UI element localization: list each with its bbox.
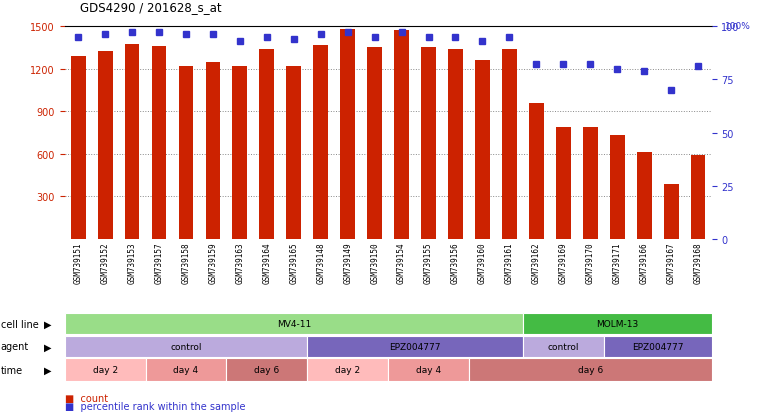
- Bar: [523, 313, 712, 335]
- Bar: [603, 336, 712, 357]
- Bar: [307, 336, 523, 357]
- Text: control: control: [170, 342, 202, 351]
- Text: GSM739171: GSM739171: [613, 242, 622, 283]
- Bar: [286, 67, 301, 240]
- Text: ▶: ▶: [44, 319, 52, 329]
- Text: GSM739166: GSM739166: [640, 242, 648, 283]
- Bar: [502, 50, 517, 240]
- Text: day 2: day 2: [335, 365, 360, 374]
- Text: day 6: day 6: [578, 365, 603, 374]
- Text: EPZ004777: EPZ004777: [632, 342, 683, 351]
- Text: GSM739160: GSM739160: [478, 242, 487, 283]
- Bar: [205, 63, 221, 240]
- Bar: [125, 45, 139, 240]
- Bar: [307, 358, 388, 381]
- Text: GSM739148: GSM739148: [317, 242, 325, 283]
- Text: GSM739157: GSM739157: [154, 242, 164, 283]
- Text: GSM739154: GSM739154: [397, 242, 406, 283]
- Text: GSM739164: GSM739164: [263, 242, 272, 283]
- Text: GSM739165: GSM739165: [289, 242, 298, 283]
- Text: day 4: day 4: [174, 365, 199, 374]
- Bar: [475, 61, 490, 240]
- Bar: [610, 136, 625, 240]
- Bar: [97, 52, 113, 240]
- Text: GSM739162: GSM739162: [532, 242, 541, 283]
- Text: EPZ004777: EPZ004777: [390, 342, 441, 351]
- Bar: [65, 313, 523, 335]
- Bar: [65, 336, 307, 357]
- Bar: [71, 57, 85, 240]
- Text: GSM739167: GSM739167: [667, 242, 676, 283]
- Text: GDS4290 / 201628_s_at: GDS4290 / 201628_s_at: [80, 2, 221, 14]
- Text: ▶: ▶: [44, 342, 52, 351]
- Text: GSM739151: GSM739151: [74, 242, 83, 283]
- Bar: [556, 128, 571, 240]
- Text: GSM739168: GSM739168: [693, 242, 702, 283]
- Text: GSM739153: GSM739153: [128, 242, 136, 283]
- Text: GSM739159: GSM739159: [209, 242, 218, 283]
- Text: control: control: [548, 342, 579, 351]
- Bar: [388, 358, 469, 381]
- Bar: [583, 128, 597, 240]
- Text: GSM739163: GSM739163: [235, 242, 244, 283]
- Bar: [448, 50, 463, 240]
- Text: GSM739161: GSM739161: [505, 242, 514, 283]
- Text: day 4: day 4: [416, 365, 441, 374]
- Text: MV4-11: MV4-11: [277, 319, 311, 328]
- Text: day 2: day 2: [93, 365, 118, 374]
- Bar: [227, 358, 307, 381]
- Bar: [637, 153, 651, 240]
- Bar: [664, 184, 679, 240]
- Bar: [340, 30, 355, 240]
- Text: ▶: ▶: [44, 365, 52, 375]
- Bar: [145, 358, 227, 381]
- Bar: [691, 156, 705, 240]
- Text: ■  count: ■ count: [65, 393, 108, 403]
- Bar: [368, 47, 382, 240]
- Text: day 6: day 6: [254, 365, 279, 374]
- Text: GSM739152: GSM739152: [100, 242, 110, 283]
- Text: time: time: [1, 365, 23, 375]
- Bar: [65, 358, 145, 381]
- Text: GSM739169: GSM739169: [559, 242, 568, 283]
- Text: cell line: cell line: [1, 319, 39, 329]
- Bar: [260, 50, 274, 240]
- Bar: [469, 358, 712, 381]
- Text: GSM739150: GSM739150: [370, 242, 379, 283]
- Text: GSM739155: GSM739155: [424, 242, 433, 283]
- Bar: [394, 31, 409, 240]
- Bar: [232, 67, 247, 240]
- Text: GSM739156: GSM739156: [451, 242, 460, 283]
- Bar: [151, 47, 167, 240]
- Bar: [421, 47, 436, 240]
- Bar: [314, 46, 328, 240]
- Text: GSM739149: GSM739149: [343, 242, 352, 283]
- Bar: [529, 103, 544, 240]
- Text: GSM739170: GSM739170: [586, 242, 595, 283]
- Text: MOLM-13: MOLM-13: [596, 319, 638, 328]
- Text: ■  percentile rank within the sample: ■ percentile rank within the sample: [65, 401, 245, 411]
- Text: 100%: 100%: [725, 22, 751, 31]
- Text: GSM739158: GSM739158: [181, 242, 190, 283]
- Bar: [179, 67, 193, 240]
- Bar: [523, 336, 603, 357]
- Text: agent: agent: [1, 342, 29, 351]
